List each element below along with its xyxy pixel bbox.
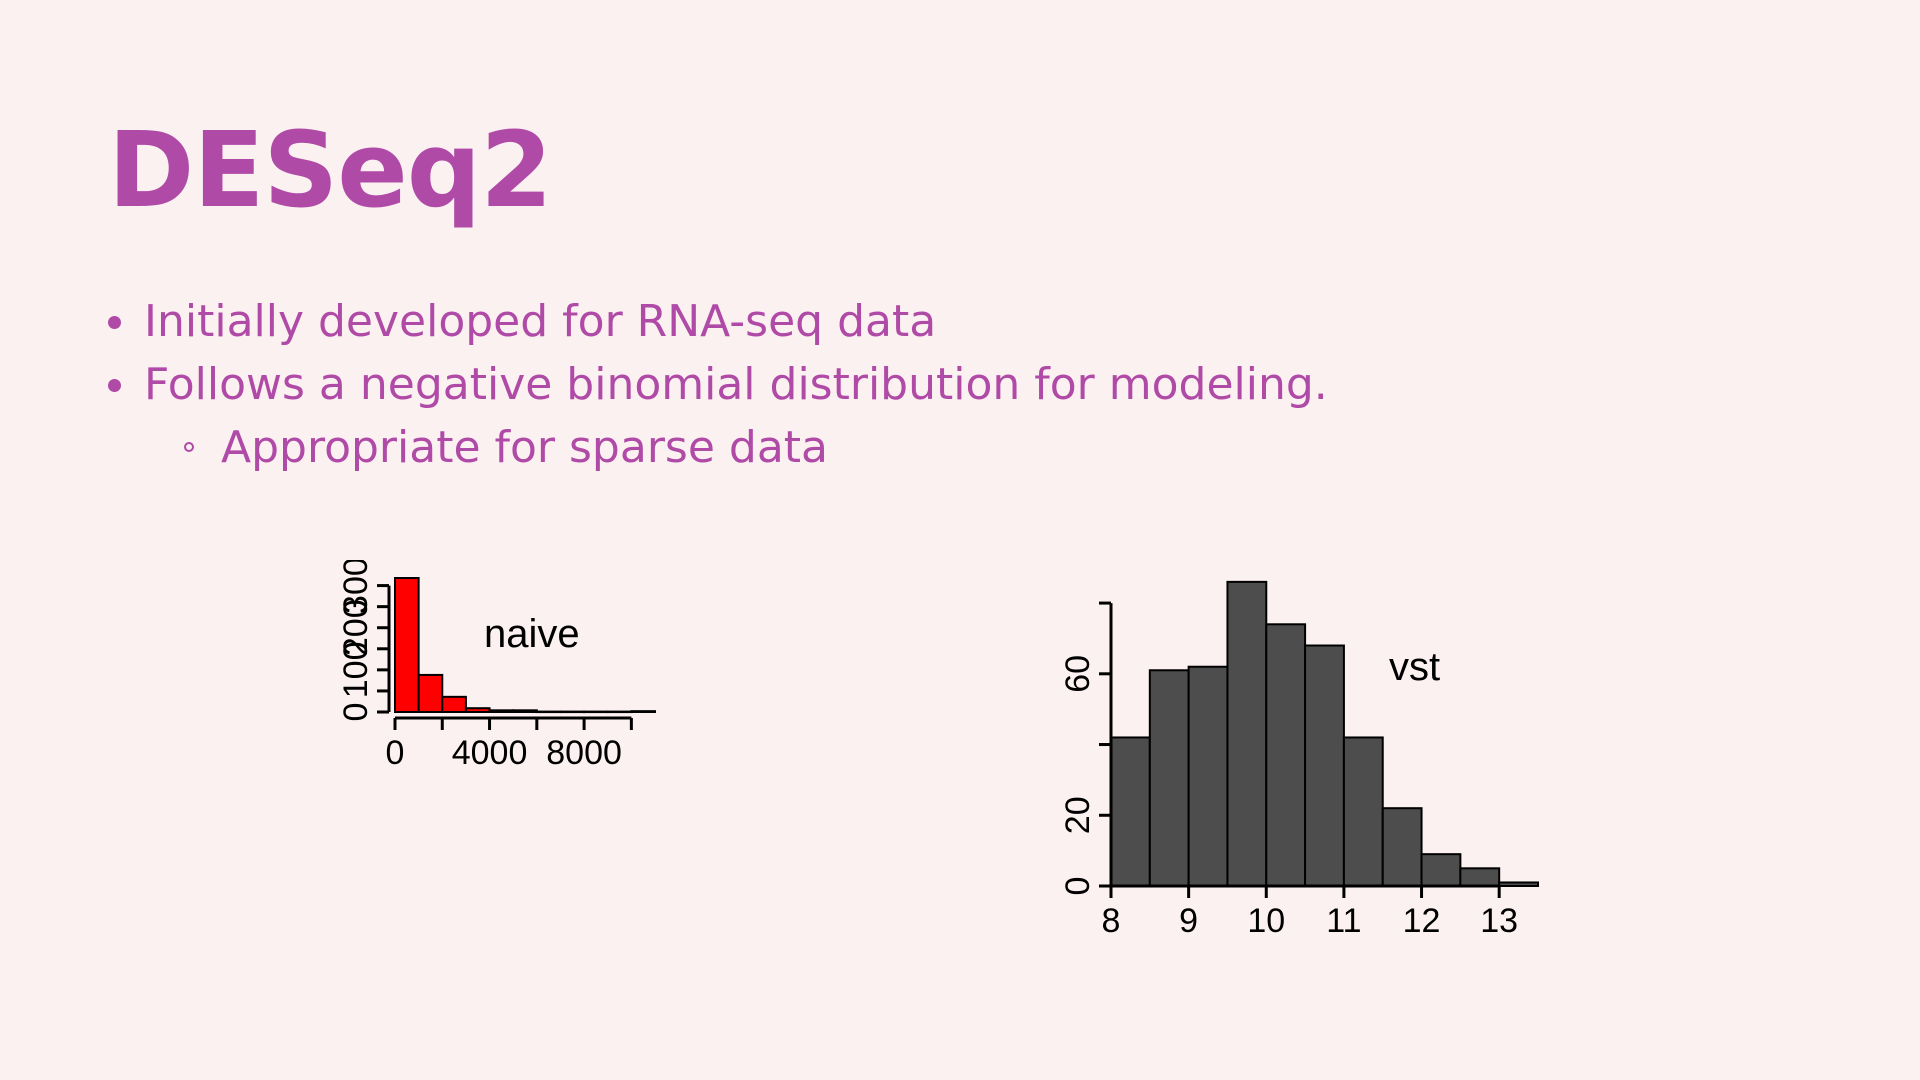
naive-bar (464, 707, 491, 714)
vst-x-tick-label: 13 (1480, 902, 1518, 940)
naive-x-tick-label: 0 (386, 734, 405, 772)
naive-bar (512, 709, 538, 714)
vst-bar (1265, 623, 1307, 887)
vst-y-tick-label: 20 (1059, 796, 1097, 834)
naive-y-tick-label: 200 (337, 599, 375, 656)
naive-annotation-label: naive (484, 612, 580, 656)
sub-bullet-item: Appropriate for sparse data (108, 416, 1328, 479)
vst-x-tick-label: 9 (1179, 902, 1198, 940)
sub-bullet-text: Appropriate for sparse data (221, 422, 828, 473)
naive-bar (417, 673, 444, 713)
naive-bar (559, 710, 586, 714)
naive-bar (488, 709, 515, 714)
vst-bar (1381, 807, 1423, 888)
vst-x-tick-label: 11 (1326, 902, 1361, 940)
bullet-dot-icon (108, 379, 121, 392)
vst-bar (1187, 665, 1229, 887)
vst-bar (1226, 580, 1268, 887)
bullet-list: Initially developed for RNA-seq data Fol… (108, 290, 1328, 479)
vst-annotation-label: vst (1389, 645, 1440, 689)
naive-x-tick-label: 8000 (546, 734, 622, 772)
naive-x-tick-label: 4000 (452, 734, 528, 772)
bullet-text: Follows a negative binomial distribution… (144, 359, 1328, 410)
vst-y-tick-label: 60 (1059, 655, 1097, 693)
naive-bar (441, 695, 467, 713)
vst-x-tick-label: 8 (1102, 902, 1121, 940)
vst-bar (1148, 669, 1190, 887)
naive-y-tick-label: 300 (337, 560, 375, 614)
vst-x-tick-label: 10 (1247, 902, 1285, 940)
naive-bar (535, 710, 562, 714)
vst-bar (1420, 853, 1462, 888)
vst-bar (1110, 736, 1151, 887)
vst-bar (1498, 881, 1540, 887)
bullet-item: Initially developed for RNA-seq data (108, 290, 1328, 353)
sub-bullet-circle-icon (184, 442, 194, 452)
naive-y-tick-label: 0 (337, 703, 375, 722)
vst-bar (1459, 867, 1501, 888)
vst-histogram: 8 9 10 11 12 13 0 20 60 vst (1059, 580, 1540, 940)
vst-bar (1304, 644, 1345, 887)
bullet-dot-icon (108, 316, 121, 329)
bullet-text: Initially developed for RNA-seq data (144, 296, 937, 347)
vst-y-tick-label: 0 (1059, 877, 1097, 896)
slide-title: DESeq2 (108, 109, 553, 231)
naive-bar (583, 710, 609, 714)
bullet-item: Follows a negative binomial distribution… (108, 353, 1328, 416)
naive-bar (606, 710, 633, 714)
naive-bar (394, 577, 420, 713)
vst-bar (1342, 736, 1384, 887)
naive-bar (630, 710, 657, 713)
naive-y-tick-label: 100 (337, 641, 375, 698)
vst-x-tick-label: 12 (1403, 902, 1441, 940)
